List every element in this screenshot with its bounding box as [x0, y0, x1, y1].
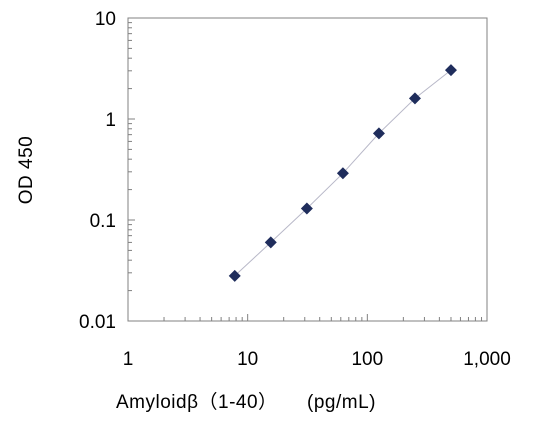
- data-point: [228, 269, 241, 282]
- y-tick-labels: 0.01 0.1 1 10: [79, 9, 116, 333]
- y-tick-label: 0.01: [79, 312, 116, 333]
- data-point: [372, 127, 385, 140]
- y-axis-title: OD 450: [16, 136, 37, 204]
- major-ticks: [127, 17, 488, 322]
- data-point: [408, 92, 421, 105]
- x-tick-labels: 1 10 100 1,000: [123, 349, 511, 370]
- data-point: [300, 202, 313, 215]
- data-point: [444, 64, 457, 77]
- x-tick-label: 1: [123, 349, 134, 370]
- data-point: [264, 236, 277, 249]
- y-tick-label: 10: [95, 9, 116, 30]
- points-layer: [228, 64, 457, 282]
- x-tick-label: 100: [351, 349, 383, 370]
- data-point: [336, 167, 349, 180]
- x-tick-label: 1,000: [463, 349, 511, 370]
- x-tick-label: 10: [237, 349, 258, 370]
- y-tick-label: 1: [105, 110, 116, 131]
- minor-ticks: [128, 22, 483, 321]
- plot-area: [127, 17, 488, 322]
- x-axis-title: Amyloidβ（1-40） (pg/mL): [116, 391, 376, 413]
- y-tick-label: 0.1: [90, 211, 116, 232]
